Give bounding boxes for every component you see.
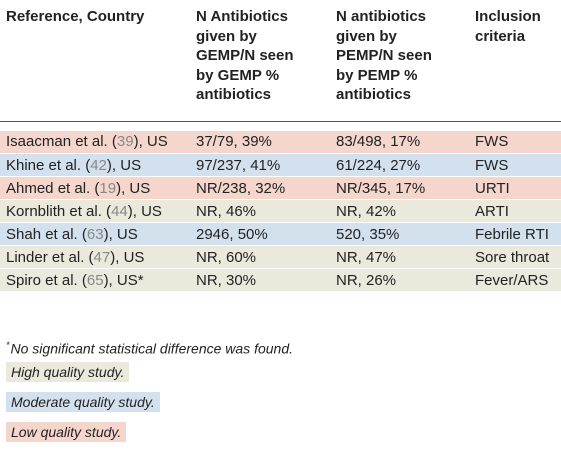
table-row: Linder et al. (47), US NR, 60% NR, 47% S… (0, 245, 561, 269)
country-text: ), US (106, 156, 142, 174)
header-line: antibiotics (196, 86, 272, 103)
author-text: Kornblith et al. ( (6, 202, 112, 220)
country-text: ), US (116, 179, 151, 197)
cell-reference: Kornblith et al. (44), US (0, 199, 190, 223)
legend-high-quality: High quality study. (6, 361, 130, 382)
cell-reference: Ahmed et al. (19), US (0, 176, 190, 200)
country-text: ), US* (103, 271, 144, 289)
cell-reference: Khine et al. (42), US (0, 153, 190, 177)
author-text: Spiro et al. ( (6, 271, 87, 289)
author-text: Shah et al. ( (6, 225, 87, 243)
author-text: Ahmed et al. ( (6, 179, 100, 197)
header-row: Reference, Country N Antibiotics given b… (0, 0, 561, 122)
table-row: Spiro et al. (65), US* NR, 30% NR, 26% F… (0, 268, 561, 292)
legend-moderate-quality: Moderate quality study. (6, 391, 160, 412)
cell-gemp: NR, 60% (190, 245, 330, 269)
cell-pemp: NR, 26% (330, 268, 469, 292)
table-row: Khine et al. (42), US 97/237, 41% 61/224… (0, 153, 561, 177)
cell-criteria: ARTI (469, 199, 561, 223)
cell-pemp: NR/345, 17% (330, 176, 469, 200)
header-gemp: N Antibiotics given by GEMP/N seen by GE… (190, 0, 330, 122)
table-row: Isaacman et al. (39), US 37/79, 39% 83/4… (0, 130, 561, 154)
cell-gemp: 97/237, 41% (190, 153, 330, 177)
cell-reference: Linder et al. (47), US (0, 245, 190, 269)
reference-link[interactable]: 19 (99, 179, 117, 197)
cell-gemp: NR, 30% (190, 268, 330, 292)
author-text: Linder et al. ( (6, 248, 94, 266)
header-line: by PEMP % (336, 66, 418, 84)
footnote: *No significant statistical difference w… (6, 340, 293, 357)
country-text: ), US (127, 202, 162, 220)
reference-link[interactable]: 63 (86, 225, 104, 243)
table-row: Shah et al. (63), US 2946, 50% 520, 35% … (0, 222, 561, 246)
header-pemp: N antibiotics given by PEMP/N seen by PE… (330, 0, 469, 122)
header-line: GEMP/N seen (196, 47, 294, 64)
cell-gemp: NR/238, 32% (190, 176, 330, 200)
cell-criteria: FWS (469, 130, 561, 154)
cell-reference: Isaacman et al. (39), US (0, 130, 190, 154)
table-figure: Reference, Country N Antibiotics given b… (0, 0, 561, 442)
footnote-text: No significant statistical difference wa… (10, 340, 293, 357)
cell-criteria: FWS (469, 153, 561, 177)
cell-pemp: 61/224, 27% (330, 153, 469, 177)
reference-link[interactable]: 39 (116, 133, 134, 151)
header-inclusion-criteria: Inclusion criteria (469, 0, 561, 122)
reference-link[interactable]: 44 (111, 202, 128, 220)
reference-link[interactable]: 65 (86, 271, 104, 289)
table-notes: *No significant statistical difference w… (6, 340, 293, 452)
header-line: given by (336, 27, 397, 45)
cell-criteria: Sore throat (469, 245, 561, 269)
footnote-marker: * (6, 340, 10, 350)
cell-reference: Shah et al. (63), US (0, 222, 190, 246)
country-text: ), US (133, 133, 168, 151)
header-text: Reference, Country (6, 8, 145, 25)
country-text: ), US (103, 225, 138, 243)
header-line: by GEMP % (196, 66, 280, 84)
reference-link[interactable]: 42 (90, 156, 107, 174)
header-line: antibiotics (336, 86, 412, 103)
header-line: Inclusion (475, 8, 541, 25)
cell-gemp: 37/79, 39% (190, 130, 330, 154)
cell-reference: Spiro et al. (65), US* (0, 268, 190, 292)
header-spacer (0, 121, 561, 131)
header-line: N Antibiotics (196, 8, 288, 25)
country-text: ), US (110, 248, 145, 266)
cell-pemp: NR, 42% (330, 199, 469, 223)
header-line: criteria (475, 27, 526, 45)
cell-pemp: NR, 47% (330, 245, 469, 269)
cell-pemp: 520, 35% (330, 222, 469, 246)
table-row: Ahmed et al. (19), US NR/238, 32% NR/345… (0, 176, 561, 200)
header-line: PEMP/N seen (336, 47, 432, 64)
reference-link[interactable]: 47 (93, 248, 111, 266)
header-line: given by (196, 27, 257, 45)
author-text: Isaacman et al. ( (6, 133, 117, 151)
cell-pemp: 83/498, 17% (330, 130, 469, 154)
header-line: N antibiotics (336, 8, 427, 25)
cell-criteria: URTI (469, 176, 561, 200)
header-reference-country: Reference, Country (0, 0, 190, 122)
author-text: Khine et al. ( (6, 156, 91, 174)
table-row: Kornblith et al. (44), US NR, 46% NR, 42… (0, 199, 561, 223)
cell-gemp: 2946, 50% (190, 222, 330, 246)
antibiotics-table: Reference, Country N Antibiotics given b… (0, 0, 561, 292)
cell-gemp: NR, 46% (190, 199, 330, 223)
legend-low-quality: Low quality study. (6, 421, 127, 442)
cell-criteria: Febrile RTI (469, 222, 561, 246)
cell-criteria: Fever/ARS (469, 268, 561, 292)
